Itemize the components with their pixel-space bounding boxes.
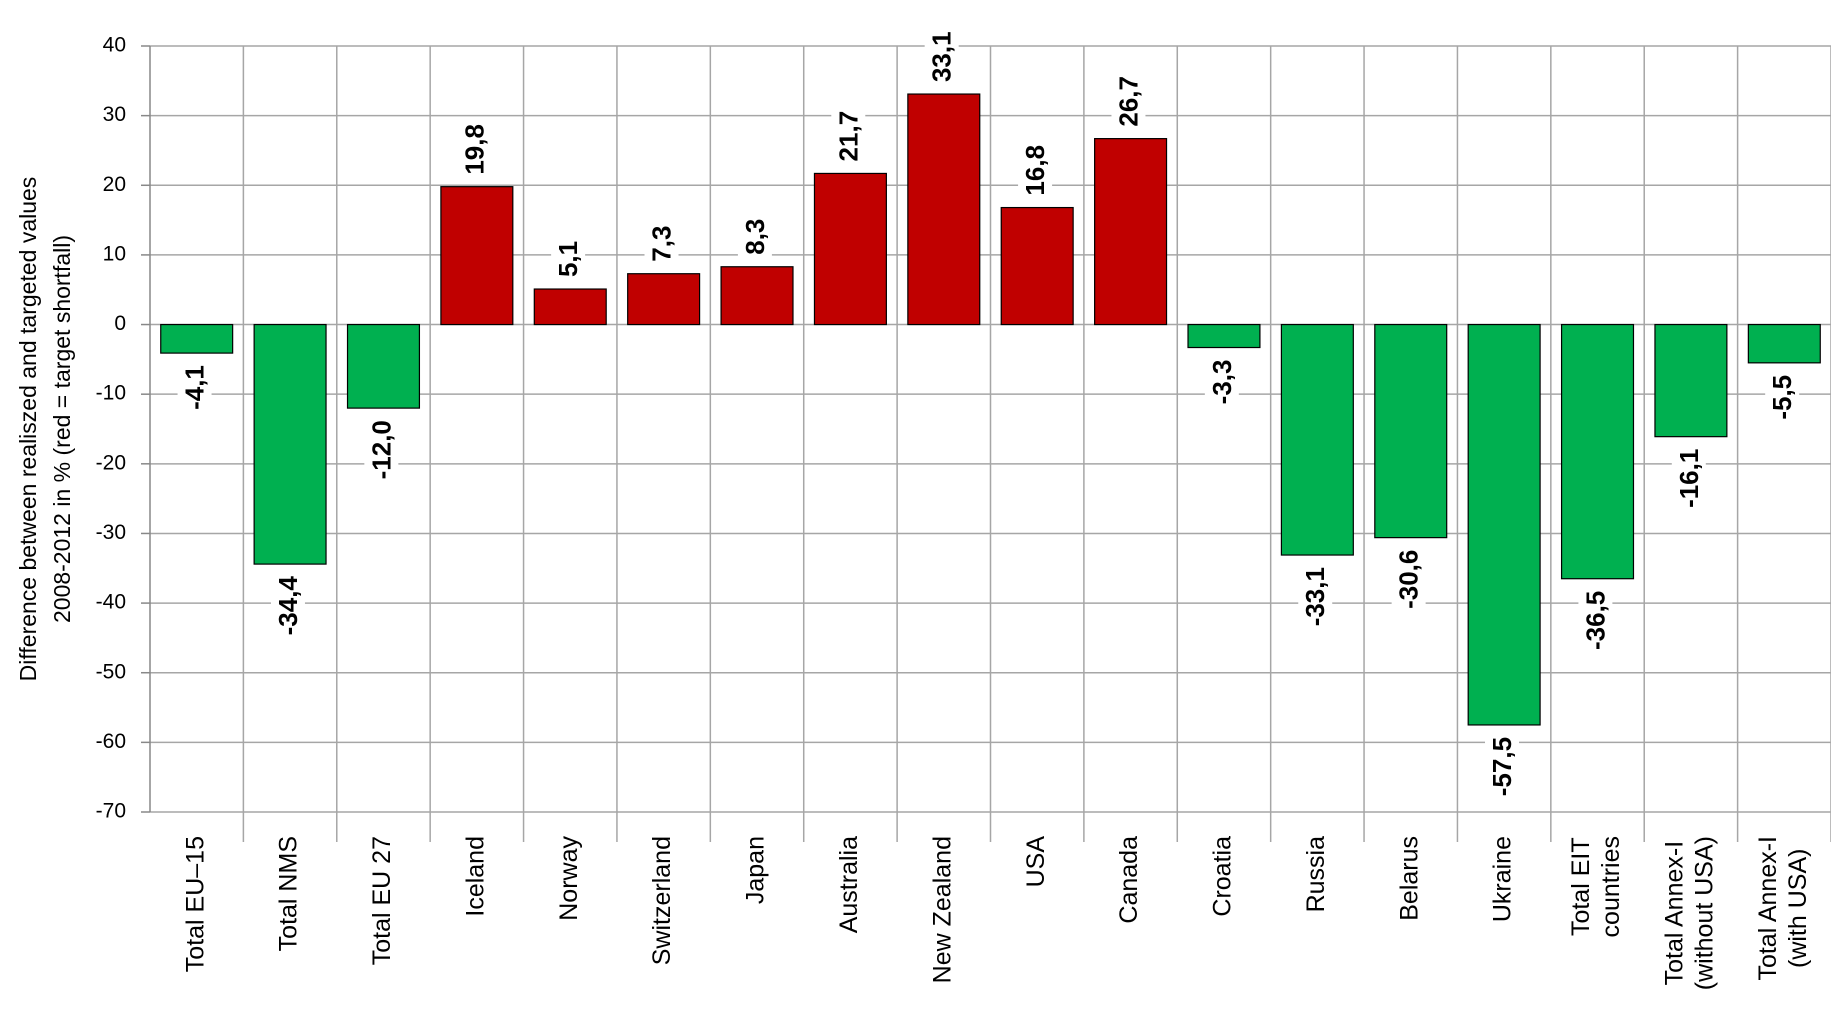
value-label-bg: [177, 361, 212, 414]
y-tick-label: -10: [96, 382, 126, 405]
x-tick-label: Ukraine: [1489, 836, 1517, 922]
x-tick-label: Iceland: [461, 836, 489, 917]
y-tick-label: 20: [103, 173, 126, 196]
value-label: 26,7: [1113, 76, 1143, 127]
x-tick-label: Croatia: [1209, 836, 1237, 917]
y-tick-label: 30: [103, 103, 126, 126]
value-label-bg: [364, 416, 399, 484]
x-tick-label: Total NMS: [275, 836, 303, 951]
value-label: -5,5: [1767, 375, 1797, 420]
x-tick-label: Total Annex-I(with USA): [1754, 836, 1812, 981]
value-label: 19,8: [460, 124, 490, 175]
y-tick-label: 10: [103, 242, 126, 265]
x-tick-label: Japan: [742, 836, 770, 904]
value-label-bg: [1578, 586, 1613, 654]
y-tick-label: -70: [96, 800, 126, 823]
value-label: 8,3: [740, 219, 770, 255]
y-tick-label: -20: [96, 451, 126, 474]
bar: [1374, 323, 1448, 539]
bar: [1467, 323, 1541, 726]
value-label: 5,1: [553, 241, 583, 277]
x-tick-label: Belarus: [1395, 836, 1423, 921]
value-label-bg: [1485, 732, 1520, 801]
bar: [253, 323, 327, 565]
y-tick-label: -40: [96, 591, 126, 614]
value-label-bg: [644, 221, 679, 266]
value-label: -36,5: [1580, 591, 1610, 650]
value-label: 16,8: [1020, 145, 1050, 196]
x-tick-label: Switzerland: [648, 836, 676, 965]
x-tick-label: Canada: [1115, 836, 1143, 924]
x-tick-label: Russia: [1302, 836, 1330, 913]
bar: [160, 323, 234, 354]
bar: [1654, 323, 1728, 438]
value-label: -4,1: [180, 365, 210, 410]
bar: [440, 186, 514, 326]
x-tick-label: New Zealand: [928, 836, 956, 983]
value-label-bg: [1111, 72, 1146, 131]
value-label: -33,1: [1300, 567, 1330, 626]
bar: [907, 93, 981, 326]
y-axis-label: Difference between realiszed and targete…: [15, 177, 41, 682]
value-label-bg: [1204, 355, 1239, 409]
value-label-bg: [737, 214, 772, 259]
bar: [813, 172, 887, 326]
value-label-bg: [1671, 444, 1706, 512]
x-tick-label: Total EU 27: [368, 836, 396, 965]
bar: [1187, 323, 1261, 349]
value-label: -16,1: [1674, 449, 1704, 508]
y-axis-label: 2008-2012 in % (red = target shortfall): [49, 235, 75, 623]
value-label-bg: [831, 106, 866, 166]
x-tick-label: Australia: [835, 836, 863, 933]
bar: [720, 266, 794, 326]
value-label-bg: [924, 27, 959, 87]
value-label: -3,3: [1207, 360, 1237, 405]
bar: [533, 288, 607, 326]
value-label: 33,1: [927, 31, 957, 82]
bar: [1560, 323, 1635, 580]
x-tick-label: Norway: [555, 836, 583, 921]
x-tick-label: USA: [1022, 836, 1050, 888]
y-tick-label: 40: [103, 34, 126, 57]
value-label-bg: [1765, 370, 1800, 424]
value-label: -12,0: [366, 420, 396, 479]
bar: [346, 323, 421, 409]
value-label-bg: [1018, 140, 1053, 200]
value-label-bg: [551, 236, 586, 282]
bar: [1094, 138, 1168, 326]
y-tick-label: -50: [96, 660, 126, 683]
value-label-bg: [1298, 563, 1333, 631]
value-label-bg: [1391, 545, 1426, 613]
bar: [1747, 323, 1821, 364]
value-label-bg: [270, 571, 305, 640]
bar: [627, 273, 701, 326]
x-tick-label: Total EITcountries: [1567, 836, 1625, 937]
y-tick-label: -30: [96, 521, 126, 544]
x-tick-label: Total Annex-I(without USA): [1661, 836, 1719, 990]
value-label-bg: [457, 120, 492, 179]
x-tick-label: Total EU–15: [181, 836, 209, 972]
value-label: -57,5: [1487, 737, 1517, 796]
value-label: 7,3: [647, 226, 677, 262]
y-tick-label: -60: [96, 730, 126, 753]
bar: [1000, 206, 1074, 326]
bar: [1280, 323, 1354, 556]
value-label: -34,4: [273, 576, 303, 636]
value-label: 21,7: [833, 111, 863, 162]
y-tick-label: 0: [114, 312, 126, 335]
value-label: -30,6: [1394, 550, 1424, 609]
